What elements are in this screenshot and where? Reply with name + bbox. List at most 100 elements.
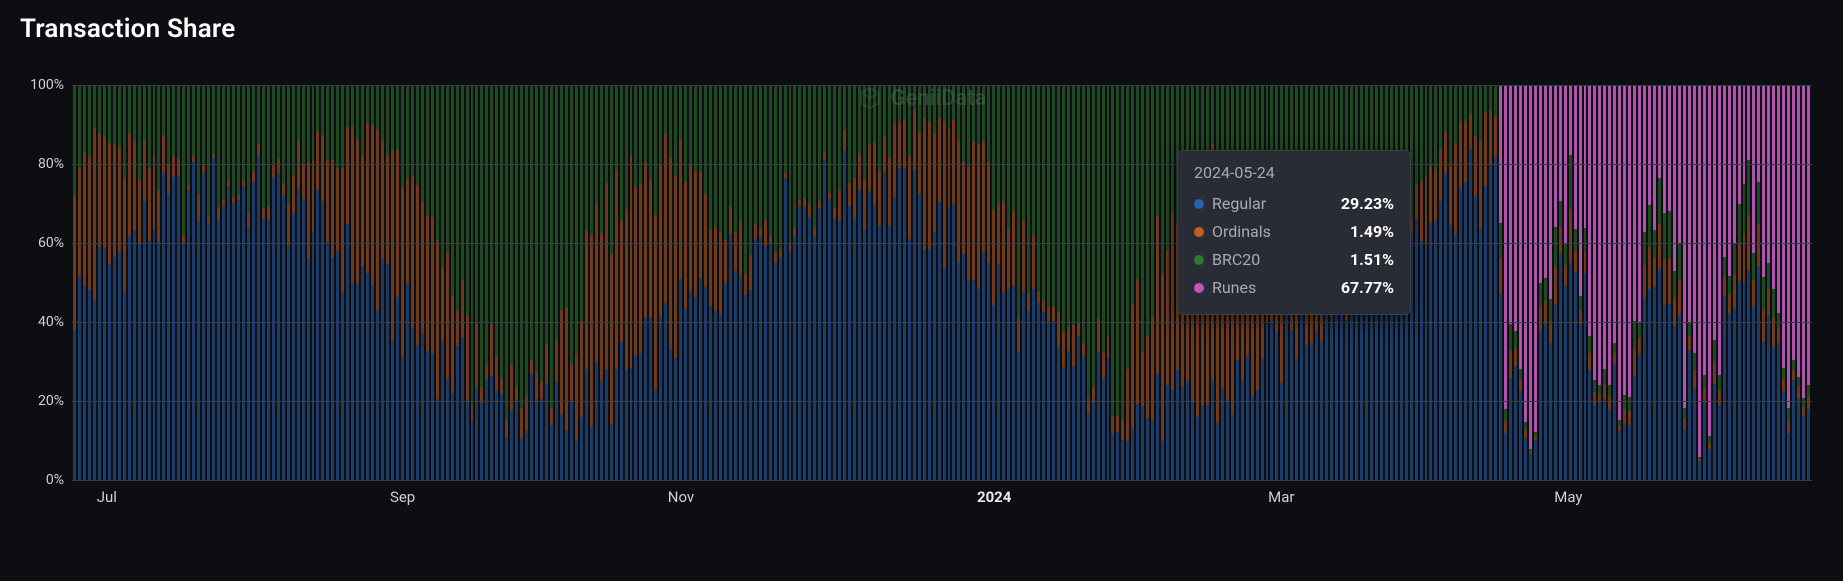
bar-segment-brc20 <box>1733 243 1736 276</box>
bar-segment-brc20 <box>803 85 806 198</box>
bar-segment-ordinals <box>88 157 91 290</box>
bar-segment-regular <box>962 254 965 480</box>
bar-segment-ordinals <box>466 315 469 403</box>
bar-segment-brc20 <box>913 85 916 109</box>
bar-segment-runes <box>1767 85 1770 263</box>
tooltip-series-value: 1.51% <box>1350 246 1394 274</box>
bar-segment-ordinals <box>1141 352 1144 406</box>
bar-segment-regular <box>227 186 230 480</box>
bar-segment-brc20 <box>694 85 697 171</box>
bar-segment-regular <box>88 290 91 480</box>
bar-segment-brc20 <box>992 85 995 210</box>
bar-segment-ordinals <box>451 295 454 393</box>
bar-segment-ordinals <box>103 135 106 248</box>
bar-segment-brc20 <box>620 85 623 221</box>
bar-segment-brc20 <box>977 85 980 144</box>
bar-segment-regular <box>386 264 389 480</box>
bar-segment-ordinals <box>694 171 697 297</box>
bar-segment-ordinals <box>83 153 86 285</box>
bar-segment-brc20 <box>177 85 180 158</box>
bar-segment-regular <box>649 318 652 480</box>
bar-segment-regular <box>749 290 752 480</box>
bar-segment-regular <box>1653 287 1656 480</box>
bar-segment-brc20 <box>1807 385 1810 397</box>
bar-segment-regular <box>197 221 200 480</box>
bar-segment-ordinals <box>1504 421 1507 433</box>
bar-segment-brc20 <box>793 85 796 228</box>
bar-segment-brc20 <box>987 85 990 162</box>
bar-segment-brc20 <box>923 85 926 118</box>
bar-segment-ordinals <box>987 162 990 263</box>
bar-segment-brc20 <box>535 85 538 372</box>
bar-segment-ordinals <box>734 232 737 270</box>
y-tick-label: 60% <box>38 235 64 251</box>
bar-segment-ordinals <box>709 229 712 306</box>
legend-dot-icon <box>1194 283 1204 293</box>
bar-segment-ordinals <box>1067 327 1070 351</box>
bar-segment-ordinals <box>1489 110 1492 165</box>
bar-segment-regular <box>997 264 1000 480</box>
bar-segment-brc20 <box>431 85 434 217</box>
bar-segment-brc20 <box>779 85 782 249</box>
bar-segment-regular <box>848 206 851 480</box>
bar-segment-ordinals <box>938 118 941 203</box>
bar-segment-ordinals <box>615 170 618 368</box>
bar-segment-ordinals <box>1121 420 1124 439</box>
bar-segment-regular <box>148 241 151 480</box>
bar-segment-brc20 <box>838 85 841 190</box>
bar-segment-brc20 <box>148 85 151 168</box>
bar-segment-regular <box>1454 235 1457 480</box>
bar-segment-ordinals <box>1757 224 1760 266</box>
bar-segment-regular <box>739 276 742 480</box>
bar-segment-brc20 <box>774 85 777 253</box>
bar-segment-runes <box>1752 85 1755 253</box>
bar-segment-regular <box>769 244 772 480</box>
bar-segment-ordinals <box>1613 353 1616 364</box>
bar-segment-regular <box>620 342 623 480</box>
bar-segment-ordinals <box>1439 149 1442 202</box>
bar-segment-regular <box>684 309 687 480</box>
bar-segment-regular <box>446 380 449 480</box>
bar-segment-regular <box>1017 352 1020 480</box>
bar-segment-regular <box>1688 350 1691 480</box>
bar-segment-regular <box>634 356 637 480</box>
bar-segment-regular <box>808 217 811 480</box>
bar-segment-ordinals <box>928 122 931 249</box>
bar-segment-runes <box>1802 85 1805 398</box>
bar-segment-runes <box>1718 85 1721 375</box>
bar-segment-regular <box>1116 432 1119 480</box>
bar-segment-ordinals <box>371 125 374 285</box>
grid-line <box>72 480 1812 481</box>
bar-segment-brc20 <box>883 85 886 136</box>
bar-segment-ordinals <box>143 140 146 201</box>
bar-segment-regular <box>590 427 593 480</box>
bar-segment-brc20 <box>118 85 121 146</box>
bar-segment-brc20 <box>1037 85 1040 292</box>
bar-segment-regular <box>644 318 647 480</box>
bar-segment-regular <box>1151 420 1154 480</box>
bar-segment-brc20 <box>709 85 712 229</box>
bar-segment-brc20 <box>1579 296 1582 310</box>
bar-segment-runes <box>1693 85 1696 353</box>
bar-segment-ordinals <box>858 154 861 190</box>
bar-segment-brc20 <box>73 85 76 196</box>
bar-segment-regular <box>1107 358 1110 480</box>
bar-segment-brc20 <box>967 85 970 167</box>
bar-segment-ordinals <box>883 136 886 172</box>
bar-segment-regular <box>674 358 677 480</box>
bar-segment-brc20 <box>1429 85 1432 166</box>
bar-segment-ordinals <box>654 215 657 390</box>
bar-segment-ordinals <box>823 152 826 160</box>
bar-segment-regular <box>1584 274 1587 480</box>
bar-segment-runes <box>1519 85 1522 369</box>
bar-segment-brc20 <box>1519 369 1522 379</box>
bar-segment-ordinals <box>292 175 295 213</box>
bar-segment-ordinals <box>729 206 732 234</box>
bar-segment-regular <box>471 422 474 480</box>
bar-segment-brc20 <box>684 85 687 182</box>
legend-dot-icon <box>1194 255 1204 265</box>
chart-plot-area[interactable]: JulSepNov2024MarMay 0%20%40%60%80%100% <box>72 85 1812 480</box>
bar-segment-brc20 <box>1539 283 1542 307</box>
bar-segment-regular <box>1603 399 1606 480</box>
bar-segment-runes <box>1797 85 1800 377</box>
